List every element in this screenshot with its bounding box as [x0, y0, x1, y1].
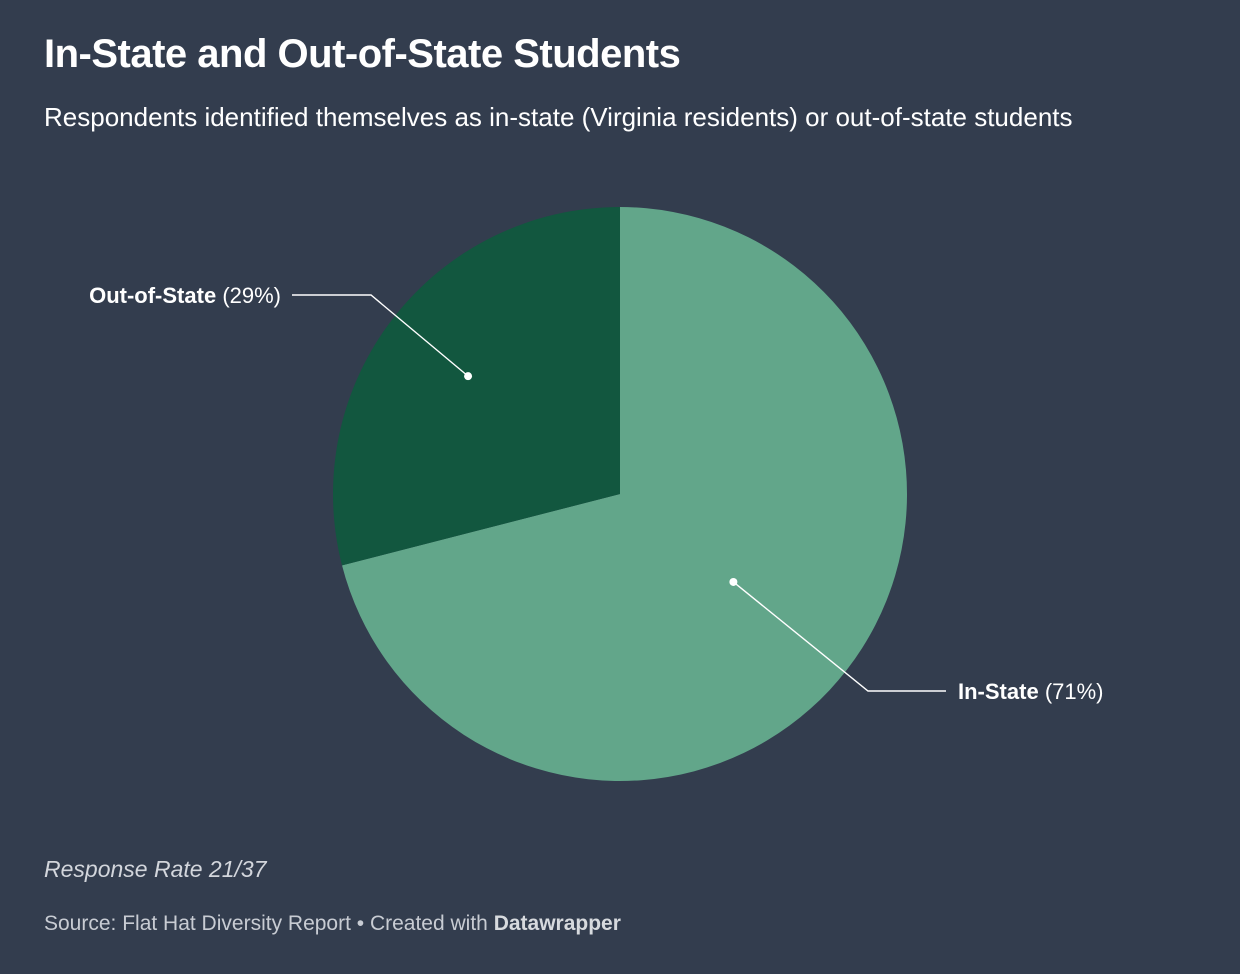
- slice-label-name: In-State: [958, 679, 1039, 704]
- chart-subtitle: Respondents identified themselves as in-…: [44, 102, 1073, 132]
- source-text: Source: Flat Hat Diversity Report • Crea…: [44, 912, 488, 935]
- datawrapper-credit[interactable]: Datawrapper: [493, 912, 621, 935]
- slice-label-value: (71%): [1045, 679, 1104, 704]
- slice-label-out-of-state: Out-of-State (29%): [89, 283, 281, 308]
- source-footer: Source: Flat Hat Diversity Report • Crea…: [44, 912, 621, 936]
- leader-line-in-state: [729, 577, 946, 692]
- leader-dot: [464, 372, 473, 381]
- pie-slice-out-of-state[interactable]: [333, 207, 620, 566]
- slice-label-in-state: In-State (71%): [958, 679, 1104, 704]
- chart-title: In-State and Out-of-State Students: [44, 32, 681, 76]
- response-rate-note: Response Rate 21/37: [44, 856, 267, 882]
- slice-labels: Out-of-State (29%) In-State (71%): [89, 283, 1103, 704]
- leader-dot: [729, 577, 738, 586]
- slice-label-name: Out-of-State: [89, 283, 216, 308]
- pie-slices: [333, 207, 908, 781]
- leader-lines: [292, 294, 946, 692]
- leader-line-out-of-state: [292, 294, 473, 381]
- pie-slice-in-state[interactable]: [342, 207, 908, 781]
- slice-label-value: (29%): [222, 283, 281, 308]
